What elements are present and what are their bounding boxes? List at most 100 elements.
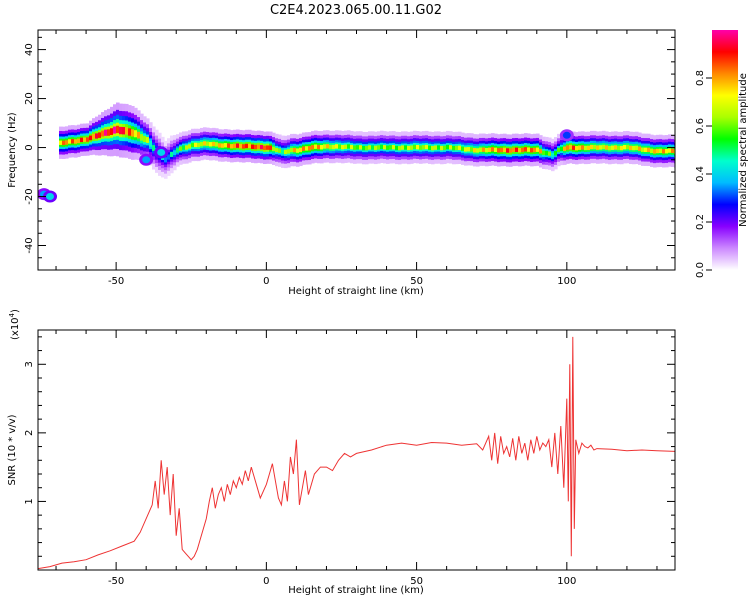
heatmap-cell: [140, 134, 144, 141]
heatmap-cell: [398, 145, 402, 151]
heatmap-cell: [230, 144, 234, 149]
heatmap-cell: [671, 148, 675, 154]
heatmap-cell: [542, 150, 546, 156]
heatmap-cell: [95, 133, 99, 139]
heatmap-cell: [110, 128, 114, 135]
spectrogram-y-axis-label: Frequency (Hz): [7, 112, 18, 188]
heatmap-cell: [590, 144, 594, 150]
colorbar: 0.0 0.2 0.4 0.6 0.8 Normalized spectral ampl…: [695, 30, 749, 278]
colorbar-gradient: [712, 30, 738, 270]
heatmap-cell: [668, 148, 672, 153]
heatmap-cell: [389, 145, 393, 150]
y-tick-label: -20: [24, 188, 35, 204]
heatmap-cell: [236, 143, 240, 148]
heatmap-cell: [203, 141, 207, 146]
heatmap-cell: [401, 145, 405, 150]
heatmap-cell: [332, 144, 336, 150]
heatmap-cell: [563, 146, 567, 151]
heatmap-cell: [620, 145, 624, 151]
heatmap-cell: [83, 137, 87, 142]
heatmap-cell: [287, 149, 291, 154]
snr-panel: -50 0 50 100 1 2 3 Height of straight line (km…: [7, 309, 676, 596]
heatmap-cell: [71, 139, 75, 144]
heatmap-cell: [569, 144, 573, 150]
heatmap-cell: [254, 144, 258, 150]
colorbar-tick-label: 0.4: [695, 166, 706, 182]
heatmap-cell: [233, 143, 237, 149]
heatmap-cell: [491, 147, 495, 152]
heatmap-cell: [62, 140, 66, 146]
x-tick-label: 100: [557, 276, 576, 287]
heatmap-cell: [188, 144, 192, 149]
heatmap-cell: [611, 145, 615, 150]
heatmap-cell: [281, 149, 285, 154]
heatmap-cell: [326, 144, 330, 149]
heatmap-cell: [206, 141, 210, 146]
snr-y-axis-label: SNR (10 * v/v): [7, 414, 18, 485]
heatmap-cell: [635, 145, 639, 151]
heatmap-cell: [641, 147, 645, 152]
heatmap-cell: [608, 145, 612, 151]
heatmap-cell: [452, 145, 456, 151]
heatmap-cell: [512, 147, 516, 153]
heatmap-cell: [557, 147, 561, 153]
heatmap-cell: [443, 145, 447, 151]
colorbar-tick-label: 0.6: [695, 118, 706, 134]
heatmap-cell: [629, 145, 633, 151]
heatmap-cell: [395, 145, 399, 151]
heatmap-cell: [536, 147, 540, 152]
spectrogram-panel: -50 0 50 100 -40 -20 0 20 40 Height of straight …: [7, 29, 676, 297]
heatmap-cell: [632, 145, 636, 151]
heatmap-cell: [509, 148, 513, 153]
heatmap-cell: [314, 144, 318, 149]
heatmap-cell: [119, 126, 123, 135]
heatmap-cell: [584, 145, 588, 151]
heatmap-cell: [422, 145, 426, 150]
heatmap-cell: [305, 146, 309, 151]
heatmap-cell: [272, 146, 276, 152]
heatmap-cell: [101, 130, 105, 137]
heatmap-cell: [383, 145, 387, 150]
x-tick-label: 50: [410, 276, 423, 287]
heatmap-cell: [320, 145, 324, 150]
heatmap-cell: [662, 149, 666, 154]
heatmap-cell: [533, 147, 537, 153]
heatmap-cell: [65, 140, 69, 145]
heatmap-cell: [149, 140, 153, 147]
heatmap-cell: [419, 145, 423, 150]
heatmap-cell: [521, 147, 525, 153]
heatmap-cell: [224, 143, 228, 148]
heatmap-cell: [311, 145, 315, 150]
heatmap-cell: [428, 145, 432, 150]
heatmap-cell: [86, 137, 90, 142]
spectrogram-x-axis-label: Height of straight line (km): [288, 286, 424, 297]
snr-ticks: -50 0 50 100 1 2 3: [24, 330, 675, 587]
heatmap-blob-core: [562, 131, 571, 139]
heatmap-cell: [299, 147, 303, 153]
heatmap-cell: [425, 144, 429, 150]
heatmap-cell: [431, 145, 435, 151]
heatmap-blob-core: [157, 148, 166, 156]
heatmap-cell: [143, 135, 147, 143]
heatmap-cell: [293, 147, 297, 153]
heatmap-cell: [473, 148, 477, 153]
heatmap-cell: [437, 145, 441, 150]
heatmap-cell: [194, 142, 198, 148]
heatmap-cell: [650, 148, 654, 154]
heatmap-cell: [434, 145, 438, 150]
heatmap-cell: [518, 148, 522, 153]
heatmap-cell: [638, 146, 642, 151]
heatmap-cell: [485, 147, 489, 153]
heatmap-cell: [125, 127, 129, 135]
heatmap-cell: [245, 143, 249, 149]
heatmap-cell: [464, 147, 468, 152]
heatmap-cell: [197, 142, 201, 148]
heatmap-cell: [506, 148, 510, 153]
heatmap-cell: [98, 132, 102, 138]
x-tick-label: 0: [263, 576, 269, 587]
heatmap-cell: [146, 137, 150, 143]
heatmap-cell: [290, 147, 294, 153]
heatmap-cell: [449, 145, 453, 150]
heatmap-cell: [350, 144, 354, 150]
heatmap-cell: [170, 151, 174, 157]
